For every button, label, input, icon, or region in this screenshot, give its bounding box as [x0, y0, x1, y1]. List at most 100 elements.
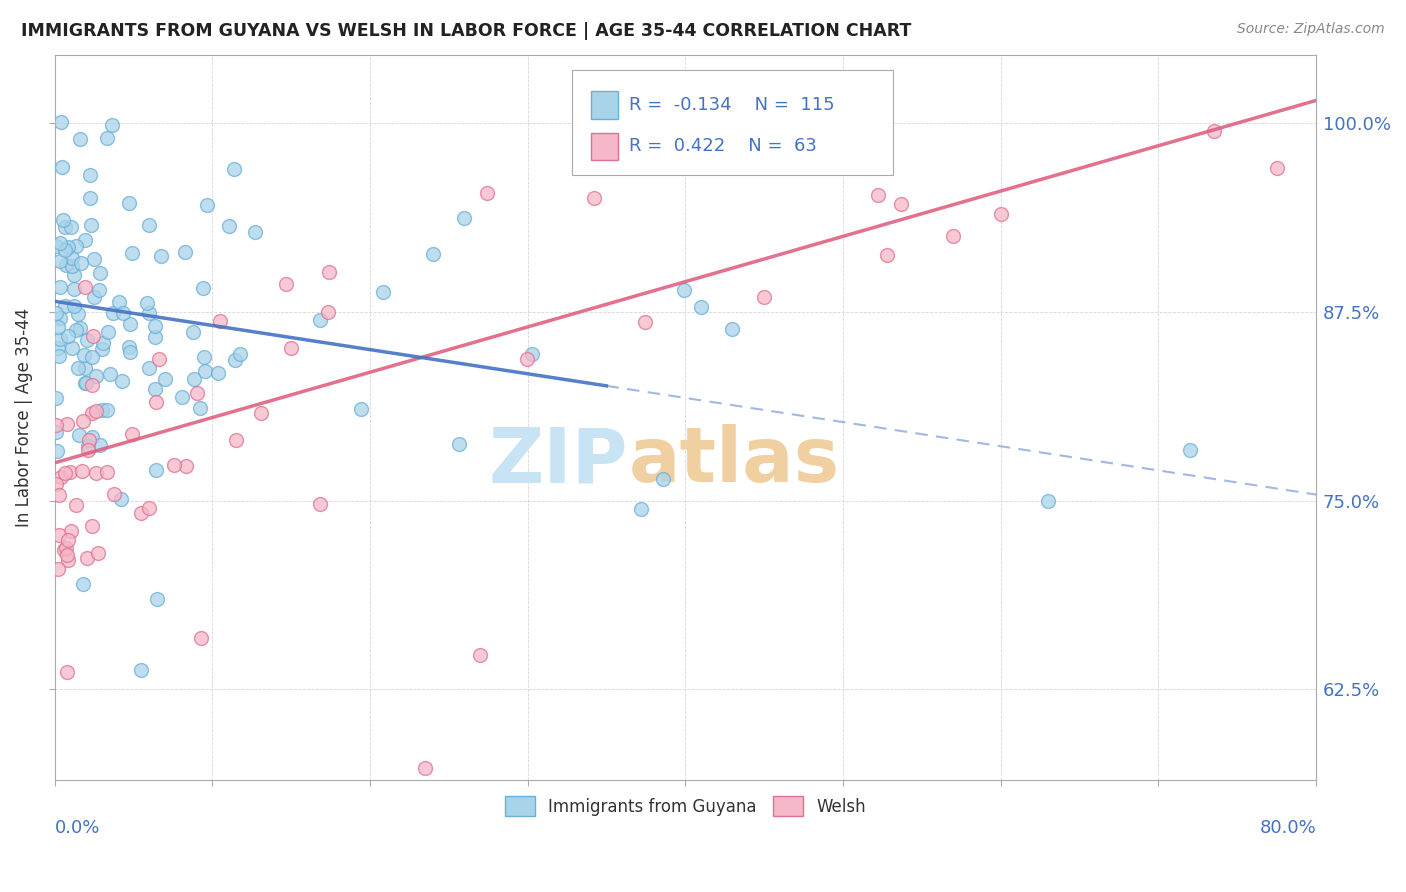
Point [195, 198, 218, 212]
Point [516, 352, 538, 367]
Point [83, 290, 105, 304]
Point [652, 472, 675, 486]
Point [309, 313, 332, 327]
Point [96, 466, 118, 480]
Point [225, 433, 247, 447]
Point [53, 466, 76, 480]
Point [46, 320, 69, 334]
Point [73, 361, 96, 376]
Point [82, 329, 104, 343]
FancyBboxPatch shape [572, 70, 893, 175]
Text: IMMIGRANTS FROM GUYANA VS WELSH IN LABOR FORCE | AGE 35-44 CORRELATION CHART: IMMIGRANTS FROM GUYANA VS WELSH IN LABOR… [21, 22, 911, 40]
Point [138, 500, 160, 515]
Point [76, 333, 98, 347]
Point [148, 351, 170, 366]
Point [73, 376, 96, 390]
Point [174, 244, 197, 259]
Point [90, 342, 112, 356]
Point [45, 239, 67, 253]
Point [72, 414, 94, 428]
Point [350, 402, 373, 417]
Point [69, 321, 91, 335]
Point [110, 491, 132, 506]
Point [60, 251, 83, 265]
Point [80, 430, 103, 444]
Bar [591, 91, 619, 119]
Point [207, 367, 229, 381]
Point [690, 300, 713, 314]
Point [67, 360, 90, 375]
Point [138, 306, 160, 320]
Legend: Immigrants from Guyana, Welsh: Immigrants from Guyana, Welsh [498, 789, 873, 822]
Point [65, 323, 87, 337]
Point [48, 349, 70, 363]
Point [56, 417, 79, 432]
Point [274, 277, 297, 292]
Point [48, 528, 70, 542]
Point [73, 348, 96, 362]
Point [53, 299, 76, 313]
Point [150, 249, 173, 263]
Point [218, 219, 240, 233]
Point [46, 444, 69, 458]
Point [73, 280, 96, 294]
Point [49, 311, 72, 326]
Point [45, 392, 67, 406]
Point [118, 196, 141, 211]
Point [49, 115, 72, 129]
Point [58, 240, 80, 254]
Text: 0.0%: 0.0% [55, 819, 100, 837]
Point [87, 283, 110, 297]
Text: ZIP: ZIP [489, 424, 628, 498]
Point [143, 330, 166, 344]
Point [89, 266, 111, 280]
Point [51, 470, 73, 484]
Point [84, 369, 107, 384]
Point [107, 295, 129, 310]
Point [45, 306, 67, 320]
Point [673, 283, 696, 297]
Point [100, 118, 122, 132]
Point [143, 382, 166, 396]
Point [82, 406, 104, 420]
Point [990, 207, 1012, 221]
Point [79, 191, 101, 205]
Point [65, 239, 87, 253]
Point [76, 551, 98, 566]
Point [103, 487, 125, 501]
Point [1036, 493, 1059, 508]
Point [145, 395, 167, 409]
Point [59, 524, 82, 538]
Point [84, 404, 107, 418]
Point [62, 259, 84, 273]
Point [90, 403, 112, 417]
Point [82, 378, 104, 392]
Point [77, 442, 100, 457]
Point [143, 318, 166, 333]
Point [62, 341, 84, 355]
Point [583, 191, 606, 205]
Point [52, 213, 75, 227]
Point [84, 467, 107, 481]
Point [48, 253, 70, 268]
Point [229, 347, 252, 361]
Point [191, 281, 214, 295]
Point [56, 552, 79, 566]
Point [45, 425, 67, 439]
Point [373, 285, 395, 299]
Point [51, 160, 73, 174]
Point [422, 247, 444, 261]
Point [45, 476, 67, 491]
Point [56, 533, 79, 548]
Point [62, 282, 84, 296]
Point [145, 463, 167, 477]
Point [67, 428, 90, 442]
Point [188, 401, 211, 416]
Point [129, 506, 152, 520]
Point [96, 403, 118, 417]
Point [48, 488, 70, 502]
Point [87, 545, 110, 559]
Point [80, 351, 103, 365]
Y-axis label: In Labor Force | Age 35-44: In Labor Force | Age 35-44 [15, 308, 32, 527]
Point [1178, 442, 1201, 457]
